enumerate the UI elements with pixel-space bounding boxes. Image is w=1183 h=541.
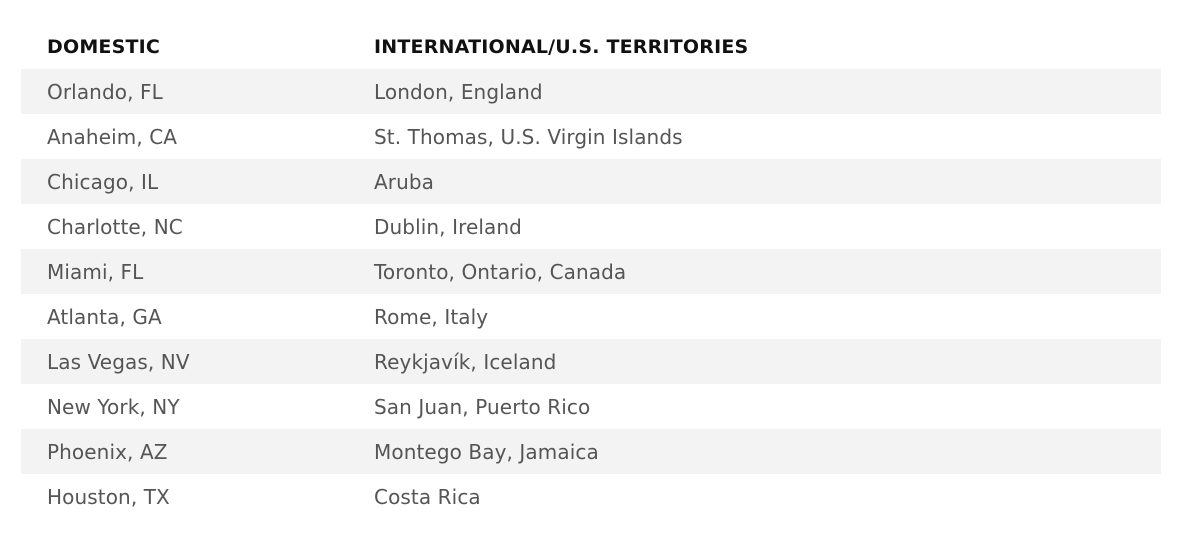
domestic-cell: Charlotte, NC [47,214,183,239]
table-row: Phoenix, AZ Montego Bay, Jamaica [21,429,1161,474]
table-row: Atlanta, GA Rome, Italy [21,294,1161,339]
domestic-cell: New York, NY [47,394,180,419]
international-cell: Dublin, Ireland [374,214,522,239]
table-row: Houston, TX Costa Rica [21,474,1161,519]
destinations-table: DOMESTIC INTERNATIONAL/U.S. TERRITORIES … [21,24,1161,519]
table-header-row: DOMESTIC INTERNATIONAL/U.S. TERRITORIES [21,24,1161,69]
domestic-cell: Atlanta, GA [47,304,162,329]
domestic-cell: Phoenix, AZ [47,439,168,464]
international-cell: London, England [374,79,543,104]
table-row: Charlotte, NC Dublin, Ireland [21,204,1161,249]
table-row: Las Vegas, NV Reykjavík, Iceland [21,339,1161,384]
column-header-international: INTERNATIONAL/U.S. TERRITORIES [374,35,749,58]
international-cell: Toronto, Ontario, Canada [374,259,627,284]
table-row: Miami, FL Toronto, Ontario, Canada [21,249,1161,294]
international-cell: Montego Bay, Jamaica [374,439,599,464]
domestic-cell: Anaheim, CA [47,124,178,149]
international-cell: Reykjavík, Iceland [374,349,557,374]
column-header-domestic: DOMESTIC [47,35,161,58]
international-cell: Aruba [374,169,435,194]
domestic-cell: Las Vegas, NV [47,349,190,374]
table-row: Chicago, IL Aruba [21,159,1161,204]
international-cell: Rome, Italy [374,304,489,329]
domestic-cell: Houston, TX [47,484,170,509]
domestic-cell: Orlando, FL [47,79,163,104]
table-row: New York, NY San Juan, Puerto Rico [21,384,1161,429]
international-cell: Costa Rica [374,484,481,509]
domestic-cell: Miami, FL [47,259,144,284]
international-cell: San Juan, Puerto Rico [374,394,591,419]
table-row: Orlando, FL London, England [21,69,1161,114]
domestic-cell: Chicago, IL [47,169,159,194]
international-cell: St. Thomas, U.S. Virgin Islands [374,124,683,149]
table-row: Anaheim, CA St. Thomas, U.S. Virgin Isla… [21,114,1161,159]
